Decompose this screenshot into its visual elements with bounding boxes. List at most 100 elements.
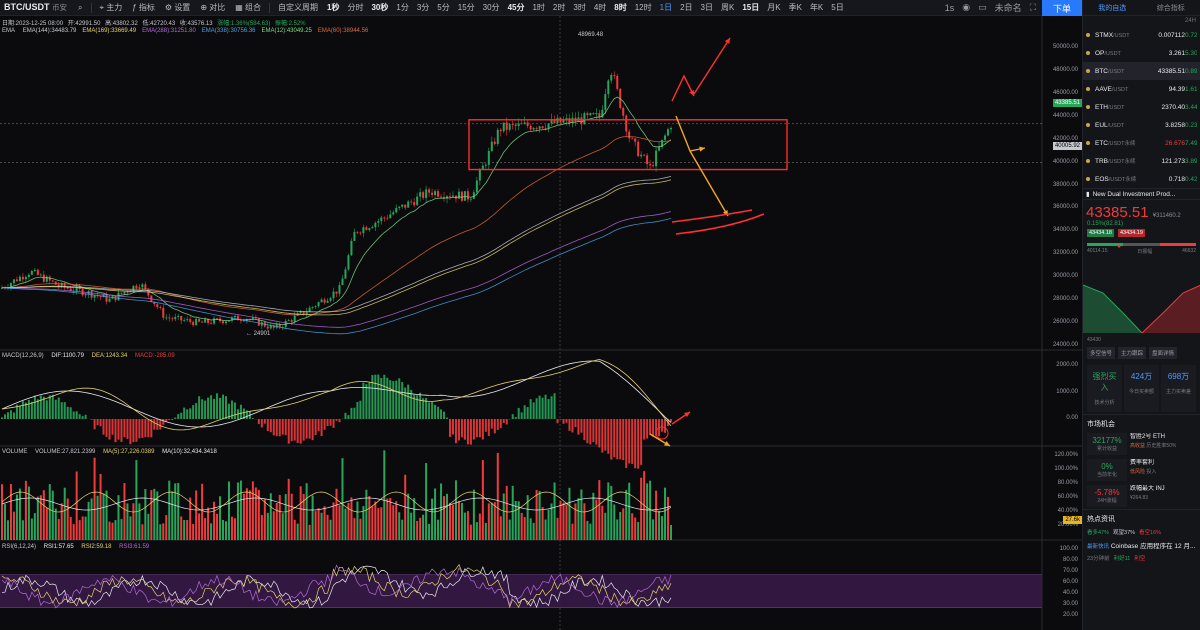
- watchlist-header[interactable]: 24H: [1184, 18, 1196, 24]
- stat-box[interactable]: 强烈买入 技术分析: [1087, 365, 1122, 412]
- main-force-menu[interactable]: ⌖ 主力: [99, 3, 123, 12]
- interval-10[interactable]: 2时: [552, 3, 566, 12]
- long-short-button[interactable]: 多空信号: [1087, 347, 1116, 359]
- chart-canvas[interactable]: [0, 16, 1082, 630]
- search-icon[interactable]: ⌕: [78, 2, 83, 12]
- candle-body: [622, 108, 625, 116]
- custom-period-menu[interactable]: 自定义周期: [278, 3, 319, 12]
- compare-menu[interactable]: ⊕ 对比: [200, 3, 226, 12]
- news-item[interactable]: 最新快讯 Coinbase 应用程序在 12 月...: [1087, 543, 1196, 550]
- candle-body: [601, 109, 604, 118]
- interval-1[interactable]: 分时: [347, 3, 364, 12]
- macd-bar: [308, 419, 311, 439]
- camera-icon[interactable]: ◉: [962, 2, 971, 12]
- watchlist-row[interactable]: STMX/USDT 0.007112 0.72: [1083, 26, 1200, 44]
- macd-bar: [511, 414, 514, 419]
- stat-box[interactable]: 698万 主力买卖差: [1161, 365, 1196, 412]
- interval-17[interactable]: 3日: [700, 3, 713, 12]
- interval-18[interactable]: 周K: [721, 3, 735, 12]
- macd-dea-line: [1, 358, 672, 431]
- watchlist-row[interactable]: TRB/USDT永续 121.273 3.89: [1083, 152, 1200, 170]
- macd-bar: [281, 419, 284, 435]
- candle-body: [344, 269, 347, 279]
- opportunity-item[interactable]: -5.78% 24H涨幅 跌幅最大 INJ ¥264.83: [1083, 483, 1200, 509]
- watchlist-row[interactable]: EUL/USDT 3.8258 0.23: [1083, 116, 1200, 134]
- interval-14[interactable]: 12时: [634, 3, 652, 12]
- watchlist-row[interactable]: ETC/USDT永续 26.676 7.49: [1083, 134, 1200, 152]
- macd-bar: [75, 411, 78, 419]
- interval-16[interactable]: 2日: [680, 3, 693, 12]
- interval-6[interactable]: 15分: [457, 3, 475, 12]
- watchlist-row[interactable]: ETH/USDT 2370.40 3.44: [1083, 98, 1200, 116]
- watchlist-row[interactable]: OP/USDT 3.261 5.30: [1083, 44, 1200, 62]
- main-force-button[interactable]: 主力跟踪: [1118, 347, 1147, 359]
- volume-bar: [616, 519, 619, 540]
- interval-13[interactable]: 8时: [614, 3, 627, 12]
- candle-body: [308, 307, 311, 312]
- fullscreen-icon[interactable]: ⛶: [1029, 2, 1036, 12]
- macd-bar: [607, 419, 610, 454]
- macd-bar: [413, 394, 416, 419]
- volume-bar: [311, 495, 314, 540]
- macd-bar: [108, 419, 111, 440]
- volume-bar: [216, 513, 219, 540]
- news-tag-good[interactable]: 利好11: [1113, 556, 1131, 562]
- interval-20[interactable]: 月K: [767, 3, 781, 12]
- settings-menu[interactable]: ⚙ 设置: [164, 3, 191, 12]
- account-menu[interactable]: 未命名: [994, 3, 1022, 13]
- interval-5[interactable]: 5分: [437, 3, 450, 12]
- interval-4[interactable]: 3分: [416, 3, 430, 12]
- macd-legend[interactable]: MACD(12,26,9) DIF:1100.79 DEA:1243.34 MA…: [2, 353, 181, 359]
- depth-chart[interactable]: [1083, 283, 1200, 335]
- symbol-selector[interactable]: BTC/USDT 币安: [4, 2, 68, 12]
- volume-bar: [404, 474, 407, 540]
- candle-body: [613, 74, 616, 76]
- volume-bar: [326, 514, 329, 540]
- stat-box[interactable]: 424万 今日买卖额: [1124, 365, 1159, 412]
- interval-9[interactable]: 1时: [532, 3, 545, 12]
- interval-2[interactable]: 30秒: [371, 3, 389, 12]
- interval-22[interactable]: 年K: [809, 3, 824, 12]
- candle-body: [21, 276, 24, 280]
- ema-legend[interactable]: EMA EMA(144):34483.79 EMA(169):33669.49 EM…: [2, 28, 374, 34]
- candle-body: [505, 122, 508, 130]
- detail-button[interactable]: 盘面详情: [1149, 347, 1178, 359]
- tab-watchlist[interactable]: 我的自选: [1098, 4, 1127, 12]
- news-tag-bad[interactable]: 利空: [1134, 556, 1146, 562]
- watchlist-row[interactable]: EOS/USDT永续 0.718 0.42: [1083, 170, 1200, 188]
- watchlist-row[interactable]: AAVE/USDT 94.39 1.61: [1083, 80, 1200, 98]
- interval-21[interactable]: 季K: [788, 3, 802, 12]
- interval-19[interactable]: 15日: [742, 3, 760, 12]
- order-button[interactable]: 下单: [1042, 0, 1082, 16]
- candle-body: [607, 80, 610, 95]
- interval-23[interactable]: 5日: [831, 3, 844, 12]
- interval-8[interactable]: 45分: [507, 3, 525, 12]
- opportunity-item[interactable]: 0% 当前年化 费率套利 低风险 投入: [1083, 457, 1200, 483]
- price-tick-label: 38000.00: [1052, 181, 1078, 188]
- volume-legend[interactable]: VOLUME VOLUME:27,821.2399 MA(5):27,226.0…: [2, 449, 223, 455]
- volume-bar: [413, 498, 416, 540]
- combo-menu[interactable]: ▦ 组合: [235, 3, 262, 12]
- indicator-menu[interactable]: ƒ 指标: [132, 3, 155, 12]
- interval-group: 1秒 分时 30秒 1分 3分 5分 15分 30分 45分 1时 2时 3时 4时 8时 12时 1日 2日 3…: [323, 2, 848, 13]
- chart-area[interactable]: 日期:2023-12-25 08:00 开:42991.50 高:43802.3…: [0, 16, 1082, 630]
- rsi-legend[interactable]: RSI(6,12,24) RSI1:57.65 RSI2:59.18 RSI3:…: [2, 544, 155, 550]
- volume-bar: [652, 519, 655, 540]
- opportunity-item[interactable]: 32177% 累计收益 智胜2号 ETH 高收益 历史胜率50%: [1083, 431, 1200, 457]
- interval-7[interactable]: 30分: [482, 3, 500, 12]
- watchlist-row[interactable]: BTC/USDT 43385.51 0.89: [1083, 62, 1200, 80]
- interval-0[interactable]: 1秒: [327, 3, 340, 12]
- macd-bar: [350, 407, 353, 419]
- news-ticker[interactable]: ▮ New Dual Investment Prod...: [1083, 188, 1200, 200]
- volume-bar: [180, 516, 183, 540]
- interval-11[interactable]: 3时: [573, 3, 586, 12]
- candle-body: [36, 269, 39, 276]
- interval-3[interactable]: 1分: [396, 3, 409, 12]
- interval-12[interactable]: 4时: [593, 3, 607, 12]
- realtime-toggle[interactable]: 1s: [944, 2, 955, 13]
- tab-indicators[interactable]: 综合指标: [1156, 4, 1185, 12]
- layout-icon[interactable]: ▭: [978, 2, 987, 12]
- chart-toolbar: BTC/USDT 币安 ⌕ ⌖ 主力 ƒ 指标 ⚙ 设置 ⊕ 对比 ▦ 组合 自…: [0, 0, 1042, 16]
- interval-15[interactable]: 1日: [659, 3, 673, 12]
- macd-bar: [21, 401, 24, 419]
